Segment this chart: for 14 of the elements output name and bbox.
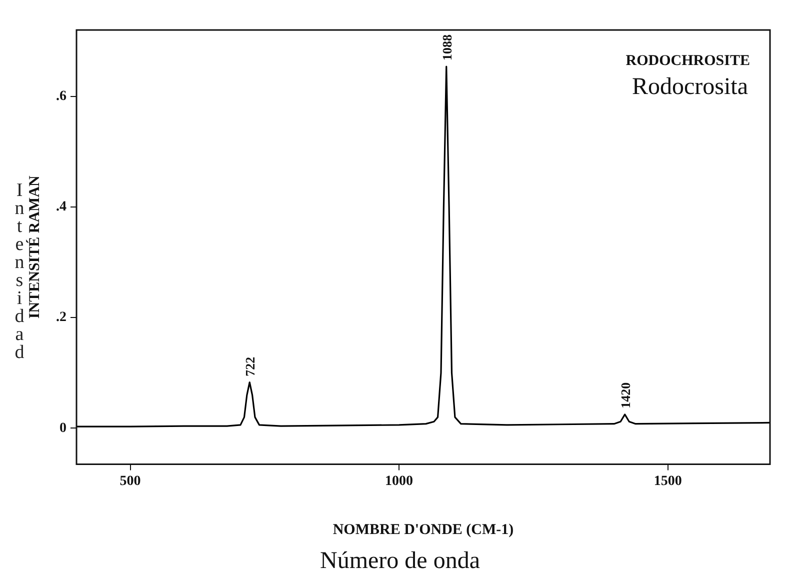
x-tick-label: 1500 [654,474,682,490]
y-tick-label: 0 [60,420,66,436]
y-tick-label: .6 [56,88,66,104]
x-tick-label: 1000 [385,474,414,490]
y-tick-label: .2 [56,310,66,326]
x-axis-title: NOMBRE D'ONDE (CM-1) [332,522,514,538]
text: RODOCHROSITE [626,53,750,69]
x-tick-label: 500 [120,474,141,490]
y-tick-label: .4 [56,200,66,215]
annotation: 722 [242,356,258,376]
text: Rodocrosita [632,74,748,100]
annotation: 1420 [618,382,633,408]
annotation: 1088 [439,34,454,61]
text: Número de onda [319,548,481,575]
